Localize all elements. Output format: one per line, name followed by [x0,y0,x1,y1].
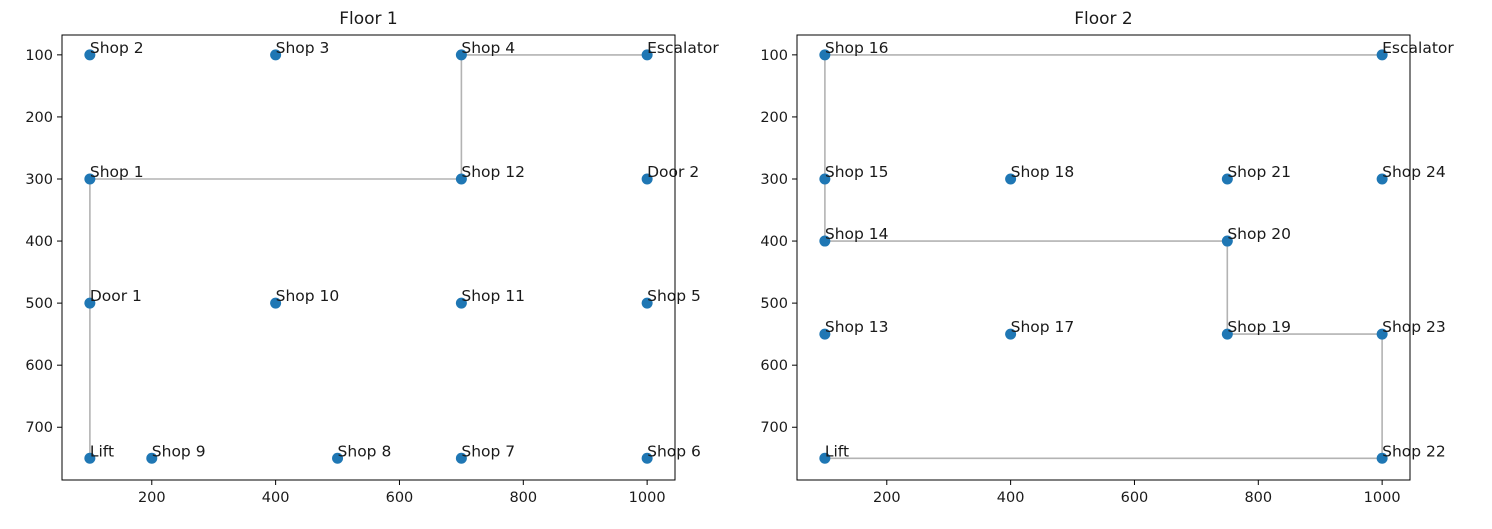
point-label: Shop 2 [90,39,144,57]
axes-frame [796,34,1411,481]
point-label: Shop 7 [461,442,515,460]
y-tick-label: 400 [25,234,53,250]
x-tick-label: 1000 [629,490,666,506]
data-point [819,328,831,340]
data-point [84,452,96,464]
data-point [1005,173,1017,185]
point-label: Shop 11 [461,287,525,305]
data-point [455,49,467,61]
point-label: Shop 18 [1011,163,1075,181]
data-point [641,49,653,61]
chart-title: Floor 1 [339,9,398,29]
data-point [641,173,653,185]
data-point [819,173,831,185]
y-tick-label: 500 [760,296,788,312]
axes-frame [61,34,676,481]
point-label: Lift [825,442,849,460]
chart-title: Floor 2 [1074,9,1133,29]
point-label: Shop 19 [1227,318,1291,336]
point-label: Shop 15 [825,163,889,181]
point-label: Shop 5 [647,287,701,305]
point-label: Shop 3 [276,39,330,57]
y-tick-label: 600 [760,358,788,374]
data-point [455,297,467,309]
x-tick-label: 600 [1121,490,1149,506]
x-tick-label: 200 [138,490,166,506]
point-label: Shop 17 [1011,318,1075,336]
route-path [89,54,648,459]
point-label: Lift [90,442,114,460]
data-point [1376,328,1388,340]
point-label: Shop 12 [461,163,525,181]
data-point [1376,49,1388,61]
y-tick-label: 700 [25,420,53,436]
data-point [1221,235,1233,247]
data-point [1221,173,1233,185]
point-label: Shop 10 [276,287,340,305]
data-point [819,452,831,464]
point-label: Escalator [647,39,719,57]
x-tick-label: 200 [873,490,901,506]
point-label: Shop 21 [1227,163,1291,181]
x-tick-label: 600 [386,490,414,506]
y-tick-label: 400 [760,234,788,250]
x-tick-label: 400 [262,490,290,506]
data-point [1221,328,1233,340]
point-label: Shop 14 [825,225,889,243]
data-point [819,49,831,61]
data-point [819,235,831,247]
x-tick-label: 800 [1244,490,1272,506]
point-label: Shop 8 [338,442,392,460]
data-point [641,297,653,309]
data-point [270,297,282,309]
data-point [270,49,282,61]
x-tick-label: 400 [997,490,1025,506]
point-label: Shop 24 [1382,163,1446,181]
data-point [1376,173,1388,185]
y-tick-label: 100 [760,48,788,64]
point-label: Shop 1 [90,163,144,181]
point-label: Door 2 [647,163,699,181]
point-label: Shop 22 [1382,442,1446,460]
data-point [84,173,96,185]
data-point [332,452,344,464]
y-tick-label: 700 [760,420,788,436]
y-tick-label: 500 [25,296,53,312]
y-tick-label: 300 [25,172,53,188]
point-label: Shop 23 [1382,318,1446,336]
y-tick-label: 200 [760,110,788,126]
point-label: Escalator [1382,39,1454,57]
point-label: Shop 6 [647,442,701,460]
data-point [1005,328,1017,340]
y-tick-label: 300 [760,172,788,188]
y-tick-label: 200 [25,110,53,126]
floor-1-panel: Floor 1 Shop 2 Shop 3 Shop 4 Escalator Shop 1… [25,9,719,506]
data-point [641,452,653,464]
data-point [455,173,467,185]
data-point [84,49,96,61]
y-tick-label: 100 [25,48,53,64]
data-point [1376,452,1388,464]
point-label: Shop 13 [825,318,889,336]
data-point [455,452,467,464]
floor-2-panel: Floor 2 Shop 16 Escalator Shop 15 Shop 18 Sho… [760,9,1454,506]
data-point [146,452,158,464]
point-label: Door 1 [90,287,142,305]
x-tick-label: 800 [509,490,537,506]
point-label: Shop 4 [461,39,515,57]
point-label: Shop 16 [825,39,889,57]
x-tick-label: 1000 [1364,490,1401,506]
point-label: Shop 9 [152,442,206,460]
point-label: Shop 20 [1227,225,1291,243]
y-tick-label: 600 [25,358,53,374]
data-point [84,297,96,309]
